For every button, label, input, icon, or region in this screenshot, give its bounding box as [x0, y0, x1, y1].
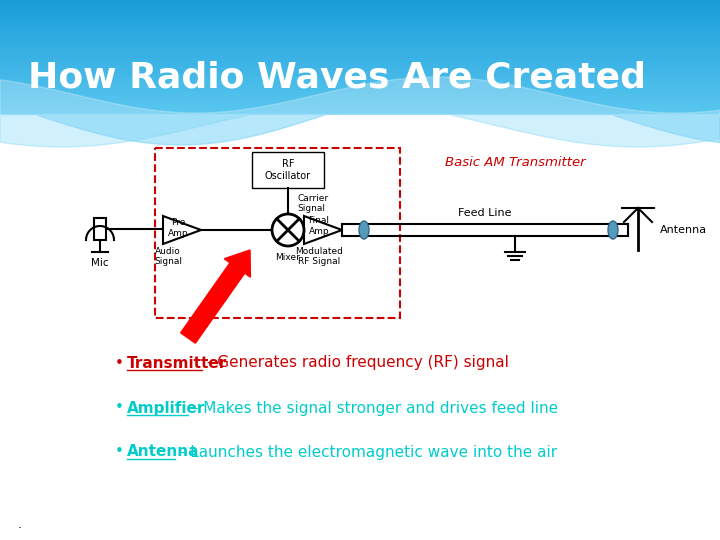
Text: - Launches the electromagnetic wave into the air: - Launches the electromagnetic wave into… [175, 444, 557, 460]
Text: Mic: Mic [91, 258, 109, 268]
Bar [0, 19, 720, 22]
Bar [0, 115, 720, 540]
Text: •: • [115, 401, 124, 415]
Bar [0, 94, 720, 96]
Text: Audio
Signal: Audio Signal [154, 247, 182, 266]
Bar [0, 98, 720, 100]
Text: Pre
Amp: Pre Amp [168, 218, 189, 238]
Bar [0, 69, 720, 71]
Text: How Radio Waves Are Created: How Radio Waves Are Created [28, 61, 646, 95]
Bar [0, 62, 720, 64]
Bar [0, 46, 720, 49]
Text: Amplifier: Amplifier [127, 401, 205, 415]
Bar [0, 2, 720, 4]
Bar [0, 84, 720, 87]
Bar [0, 80, 720, 83]
Bar [0, 92, 720, 94]
Bar [0, 44, 720, 46]
Bar [0, 102, 720, 104]
FancyArrow shape [181, 250, 251, 343]
Polygon shape [163, 216, 201, 244]
Bar [0, 71, 720, 73]
Circle shape [272, 214, 304, 246]
Bar [252, 152, 324, 188]
Bar [0, 75, 720, 77]
Bar [0, 86, 720, 89]
Bar [0, 79, 720, 81]
Bar [0, 50, 720, 52]
Bar [0, 53, 720, 56]
Bar [0, 73, 720, 75]
Bar [0, 113, 720, 116]
Bar [0, 29, 720, 31]
Text: .: . [18, 518, 22, 531]
Bar [0, 77, 720, 79]
Text: Final
Amp: Final Amp [308, 217, 330, 235]
Bar [0, 83, 720, 85]
Bar [0, 59, 720, 62]
Text: Carrier
Signal: Carrier Signal [297, 194, 328, 213]
Bar [0, 0, 720, 2]
Text: Antenna: Antenna [127, 444, 199, 460]
Bar [0, 90, 720, 92]
Bar [0, 27, 720, 29]
Bar [0, 31, 720, 33]
Bar [0, 107, 720, 110]
Bar [0, 8, 720, 10]
Text: Modulated
RF Signal: Modulated RF Signal [295, 247, 343, 266]
Bar [0, 21, 720, 24]
Bar [0, 23, 720, 25]
Bar [0, 105, 720, 108]
Text: Transmitter: Transmitter [127, 355, 228, 370]
Text: Basic AM Transmitter: Basic AM Transmitter [445, 156, 585, 168]
Bar [0, 100, 720, 102]
Bar [0, 15, 720, 18]
Bar [0, 56, 720, 58]
Text: Mixer: Mixer [276, 253, 300, 262]
Text: •: • [115, 444, 124, 460]
Bar [0, 40, 720, 43]
Bar [0, 25, 720, 28]
Bar [0, 6, 720, 8]
Text: - Generates radio frequency (RF) signal: - Generates radio frequency (RF) signal [202, 355, 509, 370]
Bar [0, 48, 720, 50]
Bar [0, 104, 720, 106]
Bar [0, 11, 720, 14]
Bar [0, 88, 720, 91]
Bar [0, 42, 720, 45]
Bar [0, 38, 720, 40]
Bar [94, 218, 106, 240]
Bar [0, 111, 720, 113]
Bar [0, 32, 720, 35]
Bar [0, 35, 720, 37]
Text: Feed Line: Feed Line [458, 208, 512, 218]
Bar [0, 96, 720, 98]
Bar [0, 65, 720, 68]
Bar [0, 10, 720, 12]
Bar [155, 148, 400, 318]
Bar [0, 57, 720, 60]
Bar [0, 17, 720, 19]
Polygon shape [304, 216, 342, 244]
Text: •: • [115, 355, 124, 370]
Text: Antenna: Antenna [660, 225, 707, 235]
Bar [0, 36, 720, 39]
Bar [0, 67, 720, 70]
Text: - Makes the signal stronger and drives feed line: - Makes the signal stronger and drives f… [189, 401, 559, 415]
Bar [0, 14, 720, 16]
Ellipse shape [359, 221, 369, 239]
Ellipse shape [608, 221, 618, 239]
Bar [0, 4, 720, 6]
Bar [0, 109, 720, 112]
Text: RF
Oscillator: RF Oscillator [265, 159, 311, 181]
Bar [0, 63, 720, 66]
Bar [0, 52, 720, 54]
